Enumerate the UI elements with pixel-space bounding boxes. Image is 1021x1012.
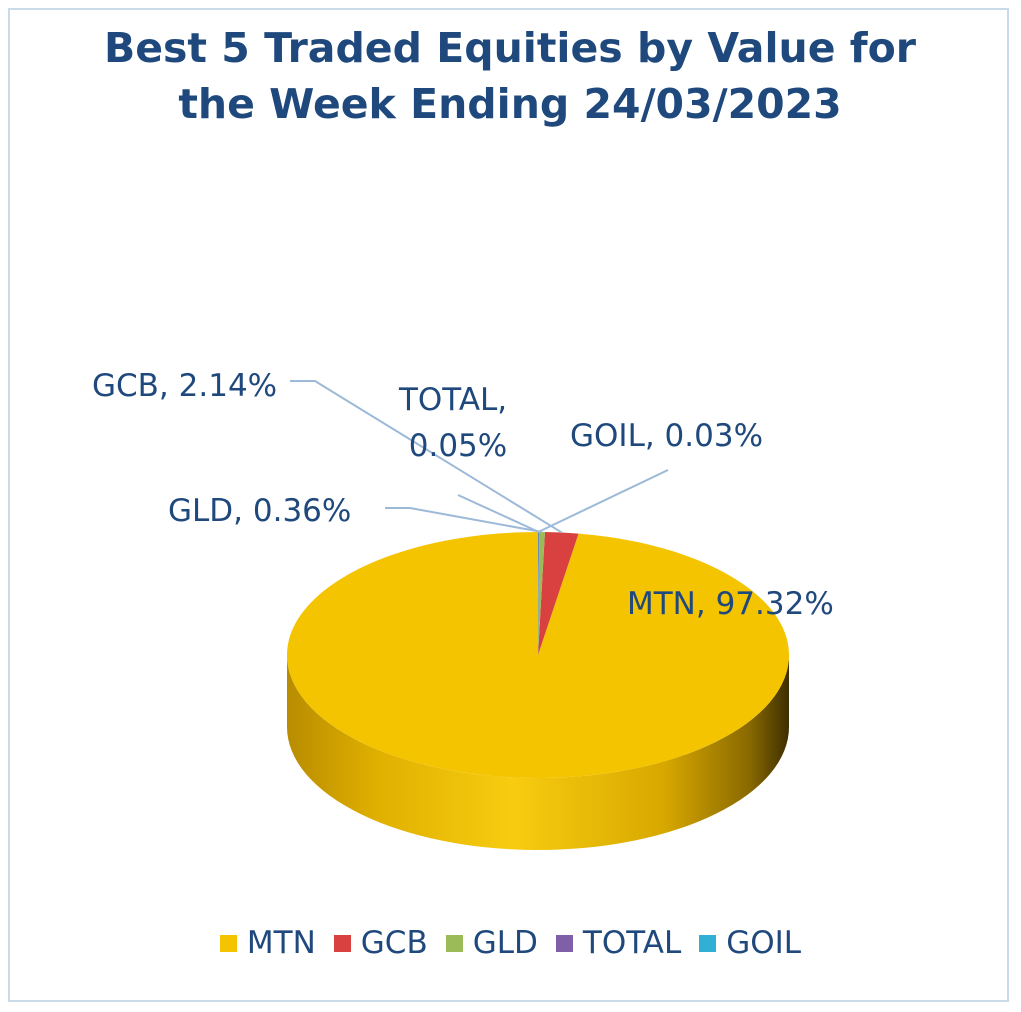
pie-top-face <box>287 532 790 778</box>
legend-label-gld: GLD <box>472 925 538 961</box>
legend-swatch-mtn <box>219 934 237 952</box>
pie-side-wall <box>287 655 789 850</box>
legend-item-goil: GOIL <box>699 925 801 961</box>
chart-legend: MTN GCB GLD TOTAL GOIL <box>0 918 1021 968</box>
data-label-total: TOTAL, 0.05% <box>398 382 517 464</box>
legend-label-mtn: MTN <box>246 925 316 961</box>
leader-line-goil <box>537 469 669 533</box>
leader-line-gld <box>385 507 543 534</box>
chart-title-line-1: Best 5 Traded Equities by Value for <box>103 24 917 72</box>
legend-item-gld: GLD <box>445 925 538 961</box>
leader-line-gcb <box>290 380 563 534</box>
data-label-gld: GLD, 0.36% <box>168 493 351 529</box>
legend-swatch-total <box>555 934 573 952</box>
pie-slice-gcb <box>538 532 579 655</box>
data-label-total-name: TOTAL, <box>398 382 507 418</box>
legend-item-gcb: GCB <box>333 925 428 961</box>
leader-line-total <box>457 494 540 533</box>
data-label-goil: GOIL, 0.03% <box>570 418 763 454</box>
data-label-mtn: MTN, 97.32% <box>627 586 834 622</box>
legend-swatch-gld <box>445 934 463 952</box>
chart-title: Best 5 Traded Equities by Value for the … <box>60 20 960 132</box>
pie-side-mtn <box>287 655 789 850</box>
legend-label-goil: GOIL <box>726 925 802 961</box>
data-label-total-value: 0.05% <box>409 428 507 464</box>
pie-slice-total <box>538 532 540 655</box>
legend-swatch-gcb <box>333 934 351 952</box>
legend-label-gcb: GCB <box>360 925 428 961</box>
chart-title-line-2: the Week Ending 24/03/2023 <box>178 80 842 128</box>
pie-slice-mtn <box>287 532 790 778</box>
legend-item-mtn: MTN <box>219 925 316 961</box>
pie-slice-gld <box>538 532 545 655</box>
data-label-gcb: GCB, 2.14% <box>92 368 277 404</box>
legend-item-total: TOTAL <box>555 925 682 961</box>
pie-leader-lines <box>290 380 669 534</box>
legend-swatch-goil <box>699 934 717 952</box>
legend-label-total: TOTAL <box>582 925 682 961</box>
